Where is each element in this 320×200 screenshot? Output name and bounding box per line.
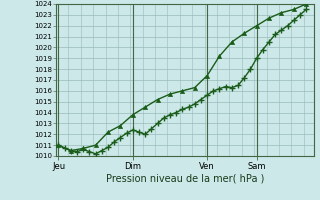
X-axis label: Pression niveau de la mer( hPa ): Pression niveau de la mer( hPa ) xyxy=(106,173,264,183)
